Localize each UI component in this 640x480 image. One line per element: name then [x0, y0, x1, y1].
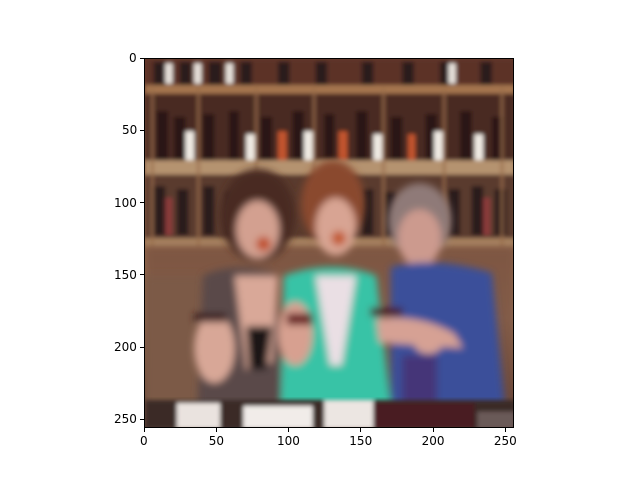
- x-tick-label: 200: [421, 434, 445, 448]
- y-tick-label: 50: [122, 123, 138, 138]
- photo-image: [145, 59, 513, 427]
- x-tick-mark: [504, 428, 506, 432]
- x-tick-mark: [360, 428, 362, 432]
- y-tick-label: 250: [114, 412, 137, 427]
- y-tick-label: 100: [114, 195, 137, 210]
- x-tick-mark: [215, 428, 217, 432]
- x-tick-label: 0: [140, 434, 148, 448]
- x-tick-label: 100: [277, 434, 300, 448]
- people: [194, 160, 507, 427]
- x-tick-label: 150: [349, 434, 373, 448]
- x-tick-label: 250: [493, 434, 517, 448]
- x-tick-mark: [432, 428, 434, 432]
- x-tick-mark: [288, 428, 290, 432]
- image-axes: [144, 58, 514, 428]
- table: [145, 400, 513, 427]
- y-tick-label: 200: [114, 340, 137, 355]
- y-tick-label: 0: [129, 51, 137, 65]
- y-tick-label: 150: [114, 267, 137, 282]
- x-tick-mark: [143, 428, 145, 432]
- x-tick-label: 50: [208, 434, 225, 448]
